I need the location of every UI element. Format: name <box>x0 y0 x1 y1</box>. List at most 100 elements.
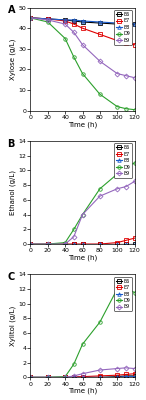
Line: E9: E9 <box>29 366 136 379</box>
E6 <box>73 18 75 23</box>
E8 <box>30 375 31 380</box>
X-axis label: Time (h): Time (h) <box>68 255 97 261</box>
E8 <box>116 375 118 380</box>
X-axis label: Time (h): Time (h) <box>68 121 97 128</box>
E6 <box>116 374 118 379</box>
E6 <box>30 242 31 246</box>
E6 <box>125 242 127 246</box>
D9 <box>64 36 66 41</box>
E6 <box>82 20 83 24</box>
E9 <box>47 242 49 246</box>
E8 <box>64 242 66 246</box>
E8 <box>64 18 66 22</box>
E6 <box>30 16 31 20</box>
D9 <box>30 16 31 20</box>
Legend: E6, E7, E8, D9, E9: E6, E7, E8, D9, E9 <box>114 143 132 178</box>
D9 <box>30 242 31 246</box>
E7 <box>116 373 118 378</box>
E9 <box>116 71 118 76</box>
E8 <box>134 22 135 26</box>
D9 <box>116 286 118 291</box>
E7 <box>30 375 31 380</box>
E9 <box>30 375 31 380</box>
D9 <box>82 342 83 347</box>
E6 <box>82 242 83 246</box>
E7 <box>82 26 83 30</box>
E6 <box>47 16 49 21</box>
E7 <box>30 242 31 246</box>
E9 <box>125 73 127 78</box>
E7 <box>73 242 75 246</box>
E7 <box>116 240 118 245</box>
E9 <box>125 366 127 370</box>
E8 <box>99 375 101 380</box>
Line: E8: E8 <box>29 375 136 379</box>
Line: E7: E7 <box>29 372 136 379</box>
D9 <box>134 290 135 295</box>
E9 <box>73 30 75 35</box>
E9 <box>99 194 101 198</box>
Line: E7: E7 <box>29 16 136 46</box>
E6 <box>134 374 135 378</box>
E6 <box>82 375 83 380</box>
Line: E6: E6 <box>29 16 136 26</box>
Y-axis label: Xylose (g/L): Xylose (g/L) <box>9 38 16 80</box>
E6 <box>47 375 49 380</box>
D9 <box>30 375 31 380</box>
D9 <box>73 55 75 60</box>
D9 <box>64 240 66 245</box>
Legend: E6, E7, E8, D9, E9: E6, E7, E8, D9, E9 <box>114 277 132 311</box>
Line: E9: E9 <box>29 16 136 80</box>
E8 <box>134 242 135 246</box>
E7 <box>99 32 101 37</box>
D9 <box>47 20 49 24</box>
E9 <box>73 374 75 378</box>
E8 <box>30 242 31 246</box>
E9 <box>47 375 49 380</box>
Line: E8: E8 <box>29 16 136 26</box>
E7 <box>30 16 31 20</box>
D9 <box>82 71 83 76</box>
E7 <box>99 374 101 378</box>
E6 <box>116 22 118 26</box>
E6 <box>73 242 75 246</box>
D9 <box>47 375 49 380</box>
D9 <box>73 362 75 366</box>
E7 <box>73 22 75 26</box>
E7 <box>125 40 127 45</box>
E8 <box>82 242 83 246</box>
E6 <box>64 375 66 380</box>
E9 <box>82 42 83 47</box>
Line: D9: D9 <box>29 16 136 112</box>
E7 <box>82 374 83 379</box>
E8 <box>64 375 66 380</box>
E8 <box>125 21 127 26</box>
Line: E8: E8 <box>29 242 136 246</box>
Text: C: C <box>8 272 15 282</box>
Y-axis label: Ethanol (g/L): Ethanol (g/L) <box>9 170 16 215</box>
Line: E6: E6 <box>29 242 136 246</box>
D9 <box>125 164 127 169</box>
D9 <box>116 172 118 176</box>
E9 <box>99 368 101 372</box>
E9 <box>64 375 66 380</box>
E6 <box>134 242 135 246</box>
E8 <box>99 20 101 24</box>
D9 <box>134 107 135 112</box>
E8 <box>30 16 31 20</box>
E7 <box>99 242 101 246</box>
E8 <box>99 242 101 246</box>
Line: D9: D9 <box>29 161 136 246</box>
E9 <box>125 184 127 189</box>
E6 <box>64 18 66 22</box>
E9 <box>134 179 135 184</box>
Line: D9: D9 <box>29 286 136 379</box>
E9 <box>82 212 83 217</box>
E9 <box>73 234 75 239</box>
E7 <box>82 242 83 246</box>
D9 <box>82 212 83 217</box>
Y-axis label: Xylitol (g/L): Xylitol (g/L) <box>9 306 16 346</box>
E9 <box>134 75 135 80</box>
Line: E7: E7 <box>29 236 136 246</box>
E8 <box>47 375 49 380</box>
